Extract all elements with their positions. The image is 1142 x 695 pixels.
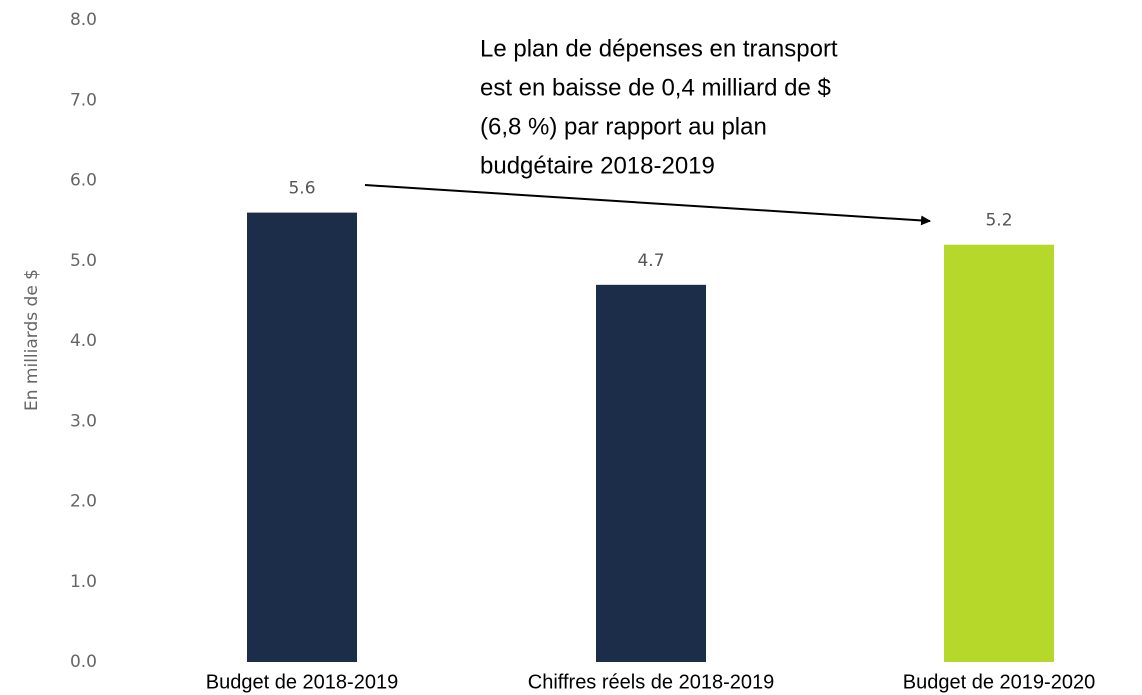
x-tick-label: Budget de 2019-2020 (903, 671, 1095, 693)
annotation: Le plan de dépenses en transport (480, 35, 838, 62)
y-tick-label: 4.0 (70, 331, 97, 351)
x-tick-label: Chiffres réels de 2018-2019 (528, 671, 774, 693)
y-tick-label: 1.0 (70, 572, 97, 592)
annotation: (6,8 %) par rapport au plan (480, 113, 767, 140)
annotation-arrow (364, 184, 931, 226)
y-tick-label: 0.0 (70, 652, 97, 672)
y-tick-label: 3.0 (70, 411, 97, 431)
y-tick-label: 2.0 (70, 492, 97, 512)
value-label: 5.6 (288, 179, 315, 199)
value-label: 5.2 (985, 211, 1012, 231)
y-tick-label: 6.0 (70, 171, 97, 191)
value-label: 4.7 (637, 251, 664, 271)
annotation: budgétaire 2018-2019 (480, 152, 715, 179)
bar (596, 284, 706, 662)
y-tick-label: 7.0 (70, 90, 97, 110)
y-tick-label: 8.0 (70, 10, 97, 30)
y-tick-label: 5.0 (70, 251, 97, 271)
annotation: est en baisse de 0,4 milliard de $ (480, 74, 831, 101)
x-tick-label: Budget de 2018-2019 (206, 671, 398, 693)
y-axis-label: En milliards de $ (22, 269, 42, 411)
bar (247, 212, 357, 662)
bar (944, 244, 1054, 662)
